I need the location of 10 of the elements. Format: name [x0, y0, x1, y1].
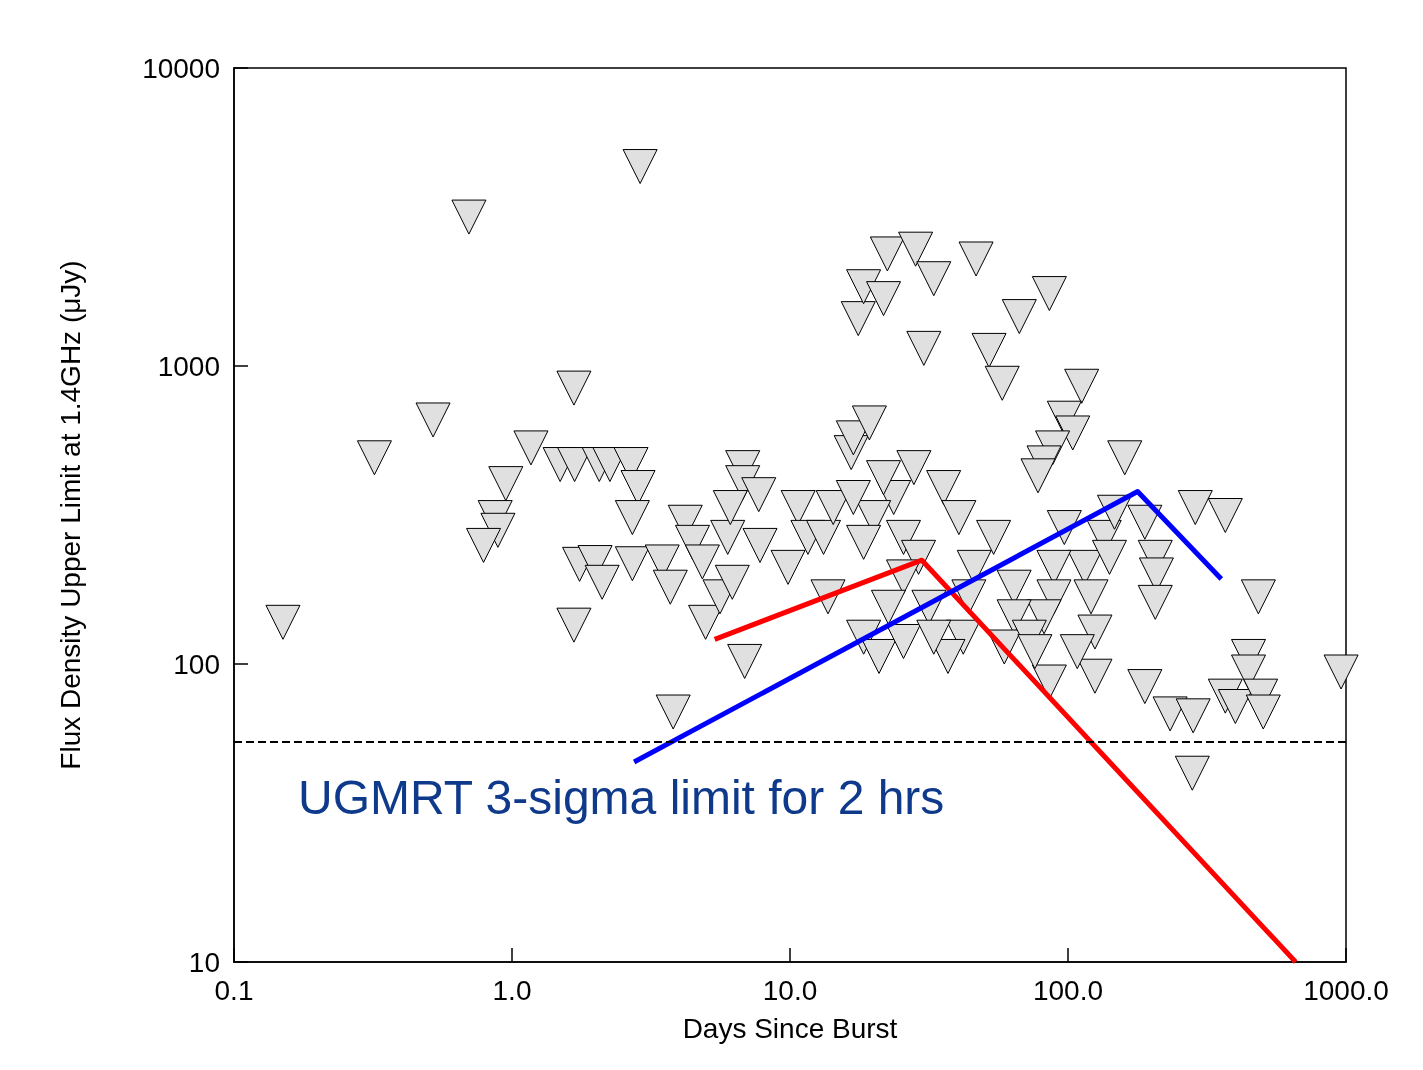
x-tick-label: 1.0 [492, 974, 532, 1006]
y-tick-label: 100 [173, 648, 220, 680]
y-tick-label: 10000 [142, 52, 220, 84]
x-axis-title: Days Since Burst [682, 1012, 898, 1044]
x-tick-label: 10.0 [762, 974, 818, 1006]
x-tick-label: 1000.0 [1303, 974, 1389, 1006]
ref-line-label: UGMRT 3-sigma limit for 2 hrs [298, 770, 945, 824]
x-tick-label: 100.0 [1032, 974, 1104, 1006]
y-tick-label: 1000 [157, 350, 220, 382]
y-axis-title: Flux Density Upper Limit at 1.4GHz (μJy) [54, 260, 86, 770]
